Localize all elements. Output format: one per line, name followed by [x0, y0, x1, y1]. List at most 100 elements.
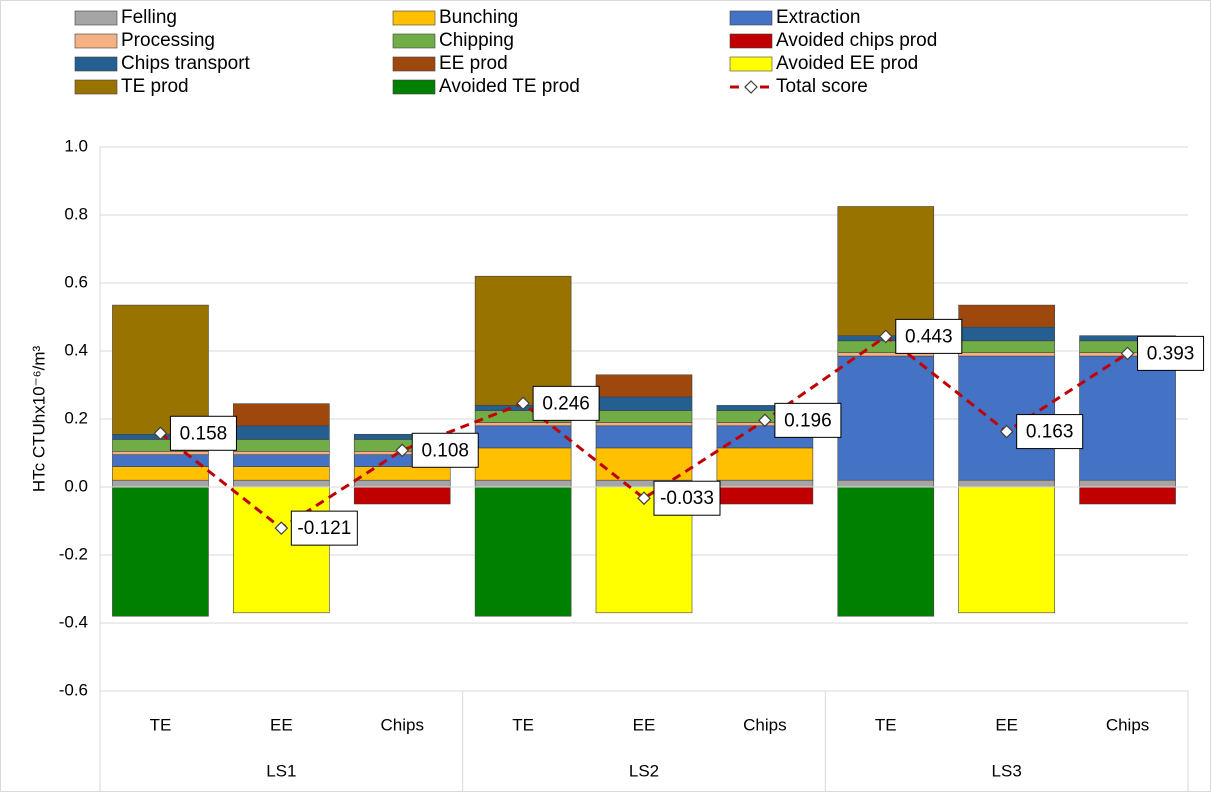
- y-axis-label: HTc CTUhx10⁻⁶/m³: [29, 346, 48, 493]
- bar-segment: [233, 466, 330, 481]
- value-label-box: [411, 432, 479, 468]
- legend-label: Processing: [121, 30, 215, 51]
- group-label: LS3: [992, 761, 1022, 780]
- bar-segment: [474, 486, 572, 617]
- x-tick-label: Chips: [1106, 715, 1149, 734]
- bar-segment: [112, 466, 209, 481]
- y-tick-label: 0.8: [64, 204, 88, 223]
- total-marker: [637, 491, 651, 506]
- legend-swatch: [392, 10, 436, 26]
- group-label: LS2: [629, 761, 659, 780]
- bar-segment: [716, 486, 814, 505]
- legend-swatch: [729, 33, 773, 49]
- value-label-box: [169, 415, 237, 451]
- group-label: LS1: [266, 761, 296, 780]
- bar-segment: [112, 304, 209, 435]
- x-tick-label: EE: [270, 715, 293, 734]
- bar-segment: [958, 479, 1055, 488]
- value-label-box: [1137, 335, 1205, 371]
- value-label: 0.163: [1026, 422, 1074, 443]
- total-marker: [878, 329, 893, 344]
- value-label-box: [774, 402, 842, 438]
- x-tick-label: EE: [995, 715, 1018, 734]
- total-line: [159, 334, 1129, 530]
- y-tick-label: 0.6: [64, 272, 88, 291]
- y-tick-label: 0.4: [64, 340, 88, 359]
- value-label: -0.033: [660, 488, 714, 509]
- bar-segment: [233, 439, 330, 452]
- bar-segment: [233, 403, 330, 427]
- legend-label: Bunching: [439, 7, 518, 28]
- bar-segment: [233, 450, 330, 455]
- value-label: 0.443: [905, 326, 953, 347]
- legend-swatch: [392, 56, 436, 72]
- bar-segment: [837, 355, 935, 481]
- value-label-box: [895, 318, 963, 354]
- value-label: 0.196: [784, 410, 832, 431]
- x-tick-label: TE: [875, 715, 897, 734]
- bar-segment: [474, 479, 572, 488]
- value-label-box: [532, 385, 600, 421]
- total-marker: [395, 443, 410, 458]
- legend-swatch: [392, 79, 436, 95]
- bar-segment: [595, 374, 693, 398]
- bar-segment: [233, 454, 330, 467]
- y-tick-label: 0.2: [64, 408, 88, 427]
- y-tick-label: 0.0: [64, 476, 88, 495]
- bar-segment: [474, 422, 572, 427]
- bar-segment: [1079, 479, 1176, 488]
- bar-segment: [1079, 355, 1176, 481]
- bar-segment: [595, 410, 693, 423]
- total-marker: [516, 396, 530, 411]
- bar-segment: [837, 479, 935, 488]
- bar-segment: [112, 486, 209, 617]
- legend-swatch: [74, 33, 118, 49]
- legend-swatch: [74, 56, 118, 72]
- total-marker: [153, 426, 168, 441]
- bar-segment: [474, 275, 572, 406]
- y-tick-label: -0.4: [59, 612, 88, 631]
- x-tick-label: TE: [512, 715, 534, 734]
- total-marker: [999, 424, 1014, 439]
- bar-segment: [353, 479, 451, 488]
- bar-segment: [958, 486, 1055, 614]
- bar-segment: [716, 479, 814, 488]
- bar-segment: [958, 352, 1055, 357]
- bar-segment: [595, 422, 693, 427]
- bar-segment: [474, 447, 572, 481]
- bar-segment: [112, 450, 209, 455]
- value-label: 0.158: [180, 423, 228, 444]
- legend-label: Avoided chips prod: [776, 30, 937, 51]
- legend-label: Total score: [776, 76, 868, 97]
- bar-segment: [595, 425, 693, 449]
- bar-segment: [233, 425, 330, 440]
- bar-segment: [716, 447, 814, 481]
- value-label-box: [290, 510, 358, 546]
- y-tick-label: -0.2: [59, 544, 88, 563]
- legend-swatch: [74, 79, 118, 95]
- y-tick-label: -0.6: [59, 680, 88, 699]
- value-label: 0.246: [542, 393, 590, 414]
- bar-segment: [595, 396, 693, 411]
- y-tick-label: 1.0: [64, 136, 88, 155]
- x-tick-label: EE: [633, 715, 656, 734]
- total-marker: [1120, 346, 1135, 361]
- legend-label: Extraction: [776, 7, 860, 28]
- legend-label: Felling: [121, 7, 177, 28]
- bar-segment: [837, 486, 935, 617]
- legend-label: Avoided TE prod: [439, 76, 580, 97]
- value-label: 0.393: [1147, 343, 1195, 364]
- legend-swatch: [729, 10, 773, 26]
- value-label-box: [653, 480, 721, 516]
- bar-segment: [837, 206, 935, 336]
- bar-segment: [112, 479, 209, 488]
- legend-swatch: [392, 33, 436, 49]
- legend-label: TE prod: [121, 76, 189, 97]
- total-marker: [758, 413, 772, 428]
- bar-segment: [353, 486, 451, 505]
- value-label: -0.121: [297, 518, 351, 539]
- x-tick-label: Chips: [743, 715, 786, 734]
- bar-segment: [958, 340, 1055, 353]
- legend-label: Chipping: [439, 30, 514, 51]
